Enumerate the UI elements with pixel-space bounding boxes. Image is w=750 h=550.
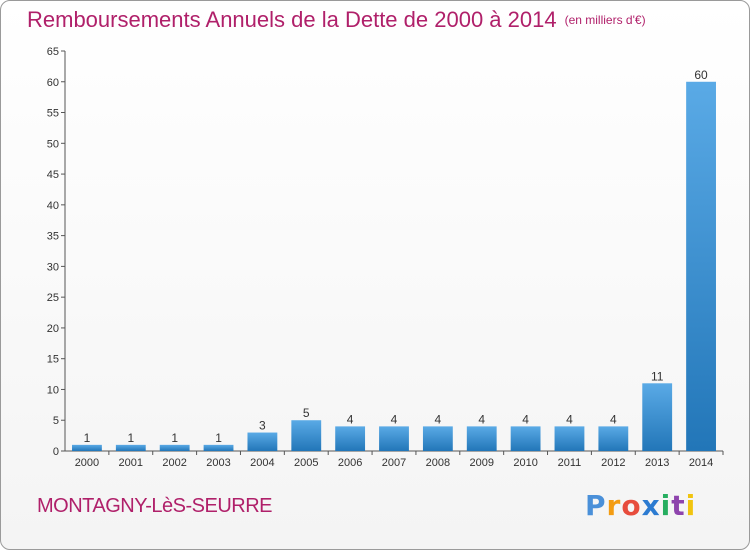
data-label: 1 — [171, 431, 178, 445]
data-label: 1 — [84, 431, 91, 445]
bar — [203, 444, 234, 451]
commune-name: MONTAGNY-LèS-SEURRE — [37, 495, 273, 517]
x-tick-label: 2005 — [294, 457, 318, 469]
x-tick-label: 2014 — [689, 457, 713, 469]
y-tick-label: 65 — [47, 46, 59, 58]
data-label: 4 — [478, 412, 485, 426]
y-tick-label: 60 — [47, 77, 59, 89]
x-tick-label: 2007 — [382, 457, 406, 469]
data-label: 4 — [566, 412, 573, 426]
y-tick-label: 40 — [47, 200, 59, 212]
y-tick-label: 35 — [47, 231, 59, 243]
x-tick-label: 2010 — [513, 457, 537, 469]
data-label: 5 — [303, 406, 310, 420]
bar — [159, 444, 190, 451]
x-tick-label: 2009 — [469, 457, 493, 469]
bar — [115, 444, 146, 451]
data-label: 4 — [435, 412, 442, 426]
y-tick-label: 20 — [47, 323, 59, 335]
y-tick-label: 15 — [47, 354, 59, 366]
data-label: 4 — [610, 412, 617, 426]
x-tick-label: 2013 — [645, 457, 669, 469]
data-label: 60 — [694, 68, 708, 82]
bar — [598, 426, 629, 451]
x-tick-label: 2008 — [426, 457, 450, 469]
data-label: 11 — [651, 369, 664, 383]
bar — [291, 420, 322, 451]
chart-unit: (en milliers d'€) — [564, 13, 646, 27]
y-tick-label: 5 — [53, 415, 59, 427]
bar — [247, 432, 278, 451]
y-tick-label: 45 — [47, 169, 59, 181]
y-tick-label: 0 — [53, 446, 59, 458]
data-label: 4 — [522, 412, 529, 426]
bar — [466, 426, 497, 451]
x-tick-label: 2011 — [558, 457, 582, 469]
chart-title: Remboursements Annuels de la Dette de 20… — [27, 7, 646, 33]
bar — [642, 383, 673, 451]
x-tick-label: 2006 — [338, 457, 362, 469]
y-tick-label: 50 — [47, 138, 59, 150]
chart-title-text: Remboursements Annuels de la Dette de 20… — [27, 7, 557, 32]
data-label: 4 — [391, 412, 398, 426]
data-label: 1 — [215, 431, 222, 445]
bar — [72, 444, 102, 451]
bar — [379, 426, 409, 451]
x-tick-label: 2003 — [206, 457, 230, 469]
x-tick-label: 2001 — [119, 457, 143, 469]
x-tick-label: 2002 — [162, 457, 186, 469]
bar — [422, 426, 453, 451]
y-tick-label: 55 — [47, 108, 59, 120]
bar — [554, 426, 585, 451]
bar — [686, 81, 716, 452]
data-label: 4 — [347, 412, 354, 426]
y-tick-label: 10 — [47, 384, 59, 396]
proxiti-logo: Proxiti — [585, 489, 697, 522]
x-tick-label: 2012 — [601, 457, 625, 469]
y-tick-label: 30 — [47, 261, 59, 273]
data-label: 1 — [127, 431, 134, 445]
y-tick-label: 25 — [47, 292, 59, 304]
x-tick-label: 2004 — [250, 457, 274, 469]
data-label: 3 — [259, 419, 266, 433]
bar — [510, 426, 541, 451]
x-tick-label: 2000 — [75, 457, 99, 469]
bar — [335, 426, 366, 451]
